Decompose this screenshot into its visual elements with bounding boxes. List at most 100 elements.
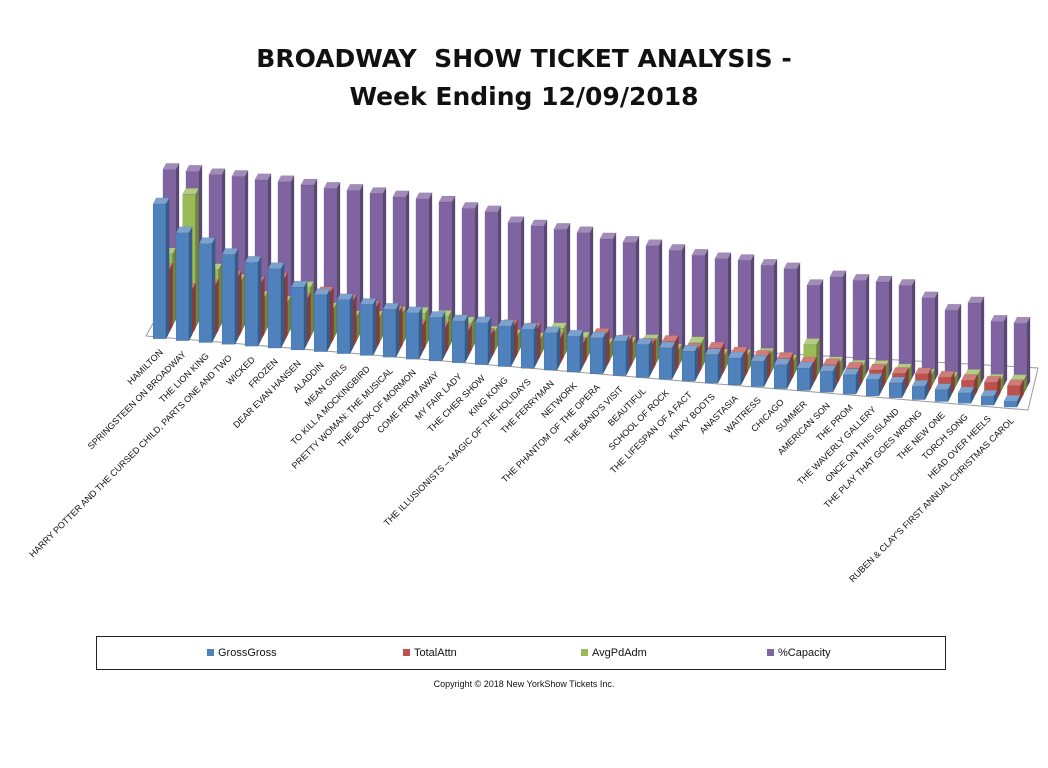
bar-top [566, 329, 584, 337]
bar-top [688, 336, 706, 344]
bar-side [441, 311, 446, 362]
bar-top [530, 219, 548, 227]
bar-top [645, 239, 663, 246]
bar-side [349, 293, 354, 354]
bar-capacity-the-waverly-gallery [875, 275, 893, 377]
bar-top [806, 279, 824, 286]
bar-side [353, 294, 357, 348]
bar-grossgross-the-phantom-of-the-opera [589, 331, 607, 375]
bar-front [152, 203, 167, 340]
bar-top [980, 389, 998, 397]
bar-side [399, 305, 403, 351]
bar-top [635, 338, 653, 345]
bar-side [425, 307, 430, 347]
bar-side [241, 274, 246, 332]
bar-top [267, 262, 285, 269]
bar-top [967, 296, 985, 304]
bar-top [484, 205, 502, 212]
bar-front [474, 322, 489, 365]
bar-grossgross-dear-evan-hansen [290, 280, 308, 351]
bar-top [668, 244, 686, 251]
bar-top [1003, 394, 1021, 402]
bar-front [175, 232, 190, 342]
bar-side [704, 249, 709, 362]
bar-side [172, 247, 177, 327]
bar-side [579, 329, 584, 373]
bar-side [911, 279, 916, 379]
bar-grossgross-the-lifespan-of-a-fact [681, 345, 699, 382]
bar-top [921, 291, 939, 298]
bar-front [313, 294, 328, 353]
bar-front [497, 325, 512, 367]
bar-side [773, 259, 778, 368]
bar-top [589, 331, 607, 339]
bar-top [415, 192, 433, 199]
bar-side [215, 278, 219, 337]
bar-grossgross-pretty-woman-the-musical [382, 303, 400, 358]
bar-grossgross-american-son [819, 365, 837, 393]
bar-side [287, 295, 292, 336]
bar-top [891, 367, 909, 374]
bar-side [284, 272, 288, 342]
bar-side [602, 331, 607, 375]
bar-front [750, 361, 765, 388]
bar-top [474, 316, 492, 323]
bar-side [606, 328, 610, 368]
bar-side [211, 237, 216, 343]
bar-side [980, 296, 985, 385]
bar-top [658, 341, 676, 349]
bar-side [537, 322, 541, 363]
bar-side [796, 262, 801, 370]
bar-top [323, 182, 341, 189]
bar-grossgross-the-waverly-gallery [865, 373, 883, 397]
bar-top [1006, 379, 1024, 386]
bar-side [865, 274, 870, 375]
bar-top [852, 273, 870, 281]
bar-grossgross-hamilton [152, 197, 170, 340]
bar-capacity-the-new-one [944, 303, 962, 383]
bar-top [244, 256, 262, 263]
bar-top [182, 188, 200, 195]
bar-top [783, 262, 801, 269]
bar-top [819, 365, 837, 372]
bar-side [464, 314, 469, 364]
bar-top [313, 288, 331, 296]
legend-item-totalattn: TotalAttn [403, 647, 457, 659]
bar-side [326, 288, 331, 352]
bar-top [845, 361, 863, 369]
bar-capacity-torch-song [967, 296, 985, 385]
bar-front [382, 309, 397, 358]
bar-capacity-network [576, 226, 594, 353]
bar-top [829, 270, 847, 278]
bar-top [392, 190, 410, 198]
bar-side [888, 275, 893, 377]
bar-side [658, 239, 663, 359]
bar-top [960, 374, 978, 381]
bar-top [553, 222, 571, 230]
bar-side [556, 326, 561, 371]
bar-side [727, 252, 732, 364]
bar-capacity-the-ferryman [553, 222, 571, 351]
bar-top [622, 236, 640, 243]
bar-side [264, 291, 269, 334]
bar-top [336, 293, 354, 300]
bar-top [254, 173, 272, 181]
bar-top [612, 335, 630, 342]
bar-top [911, 379, 929, 387]
bar-top [346, 183, 364, 191]
bar-top [198, 237, 216, 244]
bar-side [635, 236, 640, 357]
bar-top [152, 197, 170, 205]
bar-grossgross-frozen [267, 262, 285, 349]
legend-swatch-avgpdadm [581, 649, 588, 656]
bar-top [599, 232, 617, 240]
bar-side [681, 244, 686, 361]
bar-top [576, 226, 594, 233]
bar-top [796, 361, 814, 369]
bar-front [267, 268, 282, 349]
bar-side [188, 226, 193, 341]
bar-grossgross-torch-song [957, 386, 975, 404]
bar-grossgross-mean-girls [336, 293, 354, 354]
bar-grossgross-the-ferryman [543, 326, 561, 371]
bar-top [520, 323, 538, 330]
